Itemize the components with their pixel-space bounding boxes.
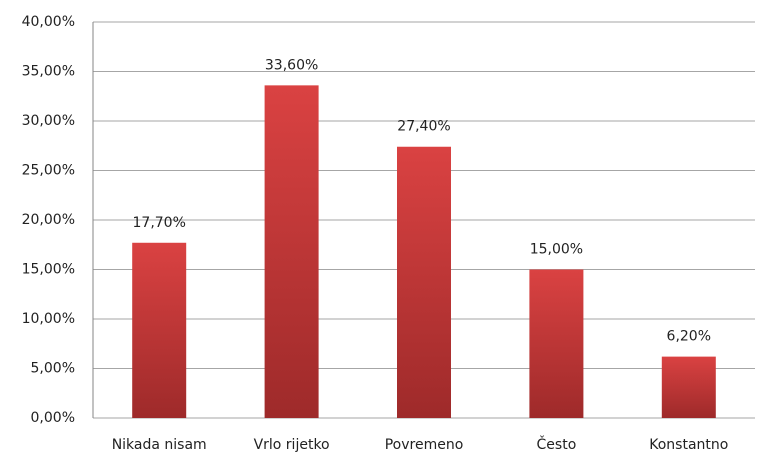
x-tick-label: Nikada nisam — [112, 437, 207, 453]
x-tick-label: Povremeno — [385, 437, 464, 453]
y-tick-label: 5,00% — [31, 361, 75, 377]
y-tick-label: 30,00% — [22, 113, 75, 129]
x-tick-label: Konstantno — [649, 437, 728, 453]
data-label: 33,60% — [265, 57, 318, 73]
bar — [397, 146, 451, 419]
data-label: 17,70% — [133, 215, 186, 231]
y-tick-label: 20,00% — [22, 212, 75, 228]
y-tick-label: 35,00% — [22, 64, 75, 80]
y-tick-label: 15,00% — [22, 262, 75, 278]
y-tick-label: 10,00% — [22, 311, 75, 327]
y-tick-label: 40,00% — [22, 14, 75, 30]
y-tick-label: 25,00% — [22, 163, 75, 179]
x-tick-label: Vrlo rijetko — [254, 437, 330, 453]
y-tick-label: 0,00% — [31, 410, 75, 426]
bar — [264, 85, 319, 419]
data-label: 27,40% — [397, 119, 450, 135]
data-label: 15,00% — [530, 242, 583, 258]
bar — [132, 242, 187, 418]
bar — [661, 356, 716, 418]
data-label: 6,20% — [667, 329, 711, 345]
x-tick-label: Često — [537, 435, 577, 453]
bar — [529, 269, 584, 418]
